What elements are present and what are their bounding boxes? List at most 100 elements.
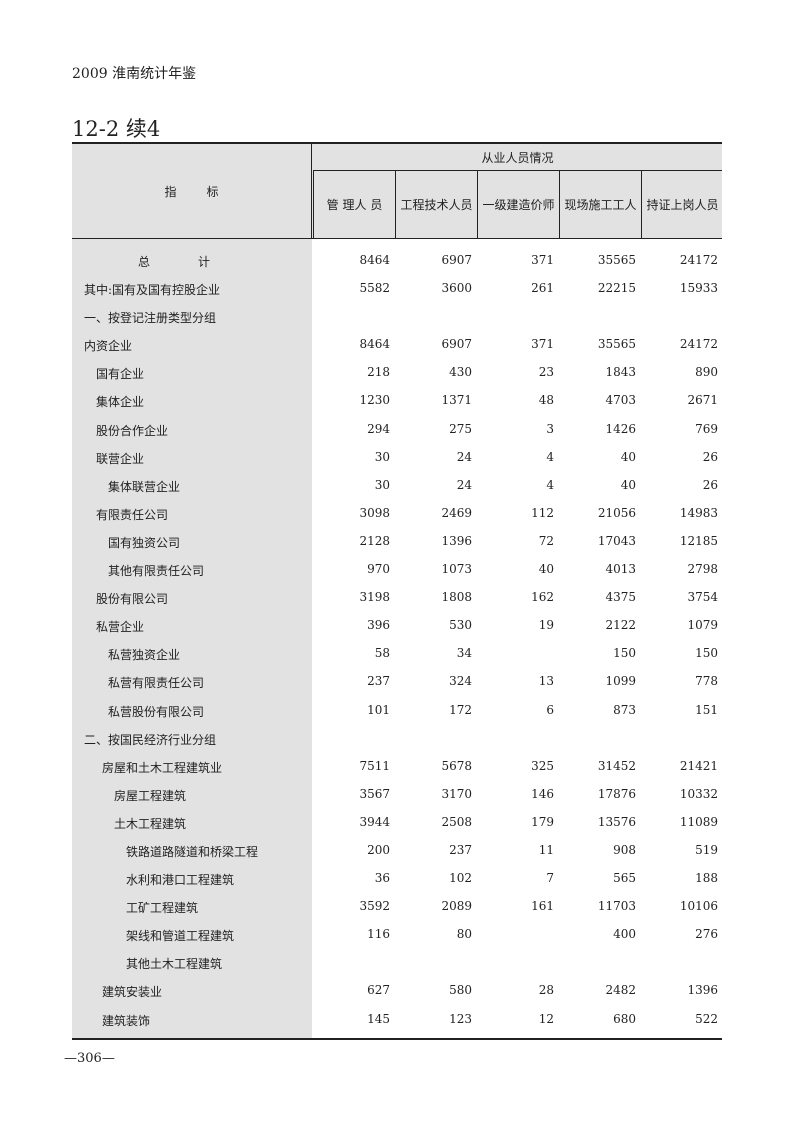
table-row: 集体联营企业 30 24 4 40 26: [72, 472, 722, 500]
table-row: 工矿工程建筑 3592 2089 161 11703 10106: [72, 893, 722, 921]
page-number: —306—: [64, 1051, 115, 1066]
row-label: 建筑装饰: [102, 1013, 151, 1028]
table-row: 其他有限责任公司 970 1073 40 4013 2798: [72, 556, 722, 584]
cell-value: 8464: [359, 253, 390, 267]
table-row: 总 计 8464 6907 371 35565 24172: [72, 247, 722, 275]
table-row: 建筑安装业 627 580 28 2482 1396: [72, 977, 722, 1005]
row-label: 有限责任公司: [96, 507, 169, 522]
table-row: 股份有限公司 3198 1808 162 4375 3754: [72, 584, 722, 612]
cell-value: 7: [546, 871, 554, 886]
column-header-line1: 现场施: [564, 197, 601, 212]
cell-value: 22215: [597, 281, 636, 296]
cell-value: 2469: [441, 505, 472, 520]
row-label: 铁路道路隧道和桥梁工程: [126, 844, 259, 859]
cell-value: 11089: [679, 814, 718, 829]
row-label: 二、按国民经济行业分组: [84, 732, 217, 747]
cell-value: 35565: [597, 253, 636, 267]
cell-value: 400: [613, 927, 636, 942]
column-header-line2: 术人员: [436, 197, 473, 212]
cell-value: 24172: [679, 253, 718, 267]
cell-value: 188: [695, 871, 718, 886]
table-row: 其中:国有及国有控股企业 5582 3600 261 22215 15933: [72, 275, 722, 303]
cell-value: 40: [620, 449, 636, 464]
column-header-line2: 人 员: [354, 197, 383, 212]
cell-value: 519: [695, 842, 718, 857]
table-row: 联营企业 30 24 4 40 26: [72, 444, 722, 472]
cell-value: 769: [695, 421, 718, 436]
cell-value: 5678: [441, 758, 472, 773]
cell-value: 396: [367, 618, 390, 633]
cell-value: 4013: [605, 562, 636, 577]
cell-value: 261: [531, 281, 554, 296]
table-row: 私营有限责任公司 237 324 13 1099 778: [72, 668, 722, 696]
cell-value: 4: [546, 477, 554, 492]
cell-value: 530: [449, 618, 472, 633]
column-header: 持证上 岗人员: [641, 171, 723, 238]
cell-value: 58: [374, 646, 390, 661]
column-header-line1: 一级建: [482, 197, 519, 212]
cell-value: 325: [531, 758, 554, 773]
cell-value: 580: [449, 983, 472, 998]
cell-value: 4703: [605, 393, 636, 408]
cell-value: 908: [613, 842, 636, 857]
cell-value: 23: [538, 365, 554, 380]
cell-value: 161: [531, 899, 554, 914]
cell-value: 3567: [359, 786, 390, 801]
cell-value: 1099: [605, 674, 636, 689]
row-label: 水利和港口工程建筑: [126, 873, 235, 888]
cell-value: 3098: [359, 505, 390, 520]
cell-value: 13: [538, 674, 554, 689]
table-row: 架线和管道工程建筑 116 80 400 276: [72, 921, 722, 949]
cell-value: 2482: [605, 983, 636, 998]
cell-value: 40: [620, 477, 636, 492]
cell-value: 1426: [605, 421, 636, 436]
cell-value: 6907: [441, 337, 472, 352]
cell-value: 627: [367, 983, 390, 998]
cell-value: 6907: [441, 253, 472, 267]
table-row: 土木工程建筑 3944 2508 179 13576 11089: [72, 809, 722, 837]
cell-value: 4375: [605, 590, 636, 605]
row-label: 其他土木工程建筑: [126, 957, 223, 972]
cell-value: 116: [367, 927, 390, 942]
cell-value: 680: [613, 1011, 636, 1026]
cell-value: 14983: [679, 505, 718, 520]
cell-value: 237: [367, 674, 390, 689]
cell-value: 970: [367, 562, 390, 577]
column-header-line2: 造价师: [518, 197, 555, 212]
cell-value: 873: [613, 702, 636, 717]
cell-value: 1073: [441, 562, 472, 577]
cell-value: 146: [531, 786, 554, 801]
cell-value: 1230: [359, 393, 390, 408]
cell-value: 3198: [359, 590, 390, 605]
row-label: 总 计: [138, 255, 211, 269]
running-head: 2009 淮南统计年鉴: [72, 66, 197, 82]
row-label: 其他有限责任公司: [108, 564, 205, 579]
table-row: 其他土木工程建筑: [72, 949, 722, 977]
table-row: 水利和港口工程建筑 36 102 7 565 188: [72, 865, 722, 893]
cell-value: 15933: [679, 281, 718, 296]
cell-value: 12185: [679, 533, 718, 548]
table-row: 私营独资企业 58 34 150 150: [72, 640, 722, 668]
bottom-rule: [72, 1038, 722, 1040]
cell-value: 151: [695, 702, 718, 717]
row-label: 内资企业: [84, 339, 133, 354]
table-row: 一、按登记注册类型分组: [72, 303, 722, 331]
row-label: 工矿工程建筑: [126, 901, 199, 916]
cell-value: 102: [449, 871, 472, 886]
cell-value: 200: [367, 842, 390, 857]
table-row: 集体企业 1230 1371 48 4703 2671: [72, 387, 722, 415]
cell-value: 294: [367, 421, 390, 436]
cell-value: 1396: [687, 983, 718, 998]
cell-value: 371: [531, 253, 554, 267]
row-label: 房屋工程建筑: [114, 788, 187, 803]
cell-value: 1079: [687, 618, 718, 633]
group-header: 从业人员情况: [313, 144, 722, 171]
cell-value: 565: [613, 871, 636, 886]
cell-value: 3944: [359, 814, 390, 829]
cell-value: 1396: [441, 533, 472, 548]
cell-value: 10106: [679, 899, 718, 914]
table-row: 股份合作企业 294 275 3 1426 769: [72, 416, 722, 444]
cell-value: 172: [449, 702, 472, 717]
table-row: 私营股份有限公司 101 172 6 873 151: [72, 697, 722, 725]
cell-value: 34: [456, 646, 472, 661]
